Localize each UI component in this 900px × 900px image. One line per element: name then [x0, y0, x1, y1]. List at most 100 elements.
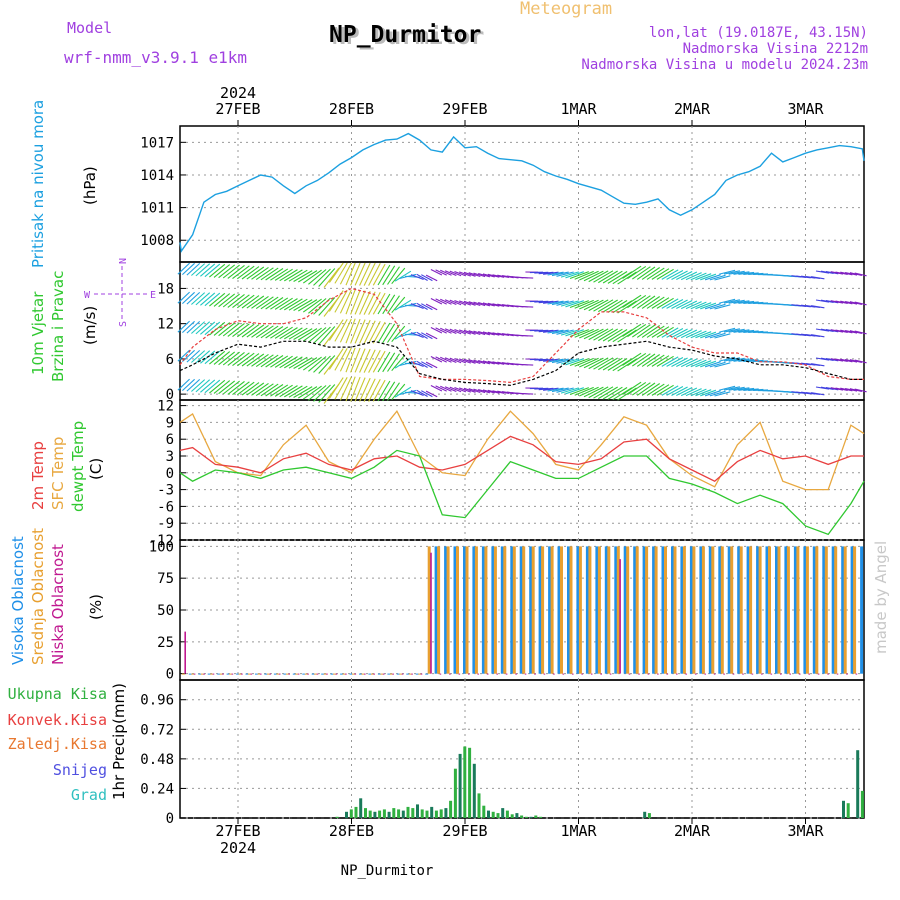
wind-arrow: [538, 358, 554, 362]
wind-arrow: [204, 350, 221, 365]
wind-arrow: [473, 359, 486, 365]
cloud-bar: [255, 673, 258, 675]
cloud-bar: [401, 673, 404, 675]
wind-arrow: [482, 331, 495, 336]
cloud-bar: [295, 673, 299, 675]
wind-arrow: [284, 298, 303, 311]
cloud-bar: [238, 673, 242, 675]
wind-arrow: [204, 379, 221, 394]
wind-arrow: [709, 274, 726, 281]
cloud-bar: [855, 673, 858, 675]
y-tick-label: 50: [157, 603, 174, 619]
wind-arrow: [709, 361, 726, 368]
cloud-bar: [538, 546, 542, 674]
wind-arrow: [651, 297, 670, 309]
wind-arrow: [279, 385, 298, 398]
wind-arrow: [583, 270, 604, 282]
wind-arrow: [534, 300, 549, 303]
wind-arrow: [454, 270, 467, 277]
cloud-bar: [292, 673, 296, 675]
wind-arrow: [622, 265, 642, 279]
wind-arrow: [492, 303, 505, 307]
wind-arrow: [704, 361, 721, 368]
legend-conv-precip: Konvek.Kisa: [8, 711, 107, 729]
cloud-bar: [406, 673, 410, 675]
cloud-bar: [635, 546, 639, 674]
precip-bar: [401, 810, 405, 818]
cloud-bar: [380, 673, 384, 675]
cloud-bar: [680, 546, 684, 674]
wind-arrow: [574, 299, 594, 309]
wind-arrow: [232, 265, 250, 280]
wind-arrow: [835, 329, 848, 334]
wind-arrow: [631, 382, 651, 396]
wind-arrow: [191, 321, 206, 334]
wind-arrow: [288, 356, 308, 369]
wind-arrow: [444, 328, 457, 335]
wind-arrow: [359, 319, 371, 344]
wind-arrow: [849, 301, 863, 306]
cloud-bar: [269, 673, 271, 675]
cloud-bar: [449, 673, 451, 675]
wind-arrow: [246, 295, 265, 309]
wind-arrow: [719, 327, 736, 333]
wind-arrow: [191, 263, 206, 276]
precip-bar: [860, 790, 864, 818]
cloud-bar: [387, 673, 391, 675]
cloud-bar: [359, 673, 362, 675]
y-tick-label: -9: [157, 516, 174, 532]
wind-arrow: [246, 382, 265, 396]
wind-arrow: [551, 358, 569, 364]
cloud-bar: [260, 673, 262, 675]
wind-arrow: [421, 361, 433, 369]
cloud-bar: [524, 673, 527, 675]
wind-arrow: [478, 330, 491, 336]
wind-ylabel-line2: Brzina i Pravac: [49, 271, 67, 382]
wind-arrow: [177, 320, 190, 333]
cloud-bar: [266, 673, 270, 675]
cloud-bar: [207, 673, 211, 675]
wind-arrow: [723, 270, 741, 275]
cloud-bar: [496, 673, 498, 675]
cloud-bar: [676, 673, 678, 675]
low-cloud-label: Niska Oblacnost: [49, 544, 67, 665]
wind-arrow: [394, 328, 412, 340]
wind-arrow: [695, 273, 712, 281]
precip-bar: [368, 810, 372, 818]
wind-arrow: [186, 320, 201, 334]
model-altitude: Nadmorska Visina u modelu 2024.23m: [581, 57, 868, 73]
wind-arrow: [598, 328, 618, 342]
wind-arrow: [255, 354, 274, 368]
wind-arrow: [704, 303, 721, 310]
wind-arrow: [213, 380, 231, 394]
wind-arrow: [733, 329, 750, 333]
wind-arrow: [382, 265, 396, 286]
wind-arrow: [728, 386, 745, 391]
wind-arrow: [482, 302, 495, 307]
wind-arrow: [204, 321, 221, 336]
wind-ylabel-line1: 10m Vjetar: [29, 291, 47, 375]
wind-arrow: [497, 274, 510, 279]
wind-arrow: [671, 328, 688, 338]
wind-arrow: [435, 269, 447, 276]
cloud-bar: [758, 546, 762, 674]
cloud-bar: [200, 673, 204, 675]
cloud-bar: [607, 546, 611, 674]
cloud-bar: [742, 673, 744, 675]
precip-bar: [643, 811, 647, 818]
y-tick-label: 0.96: [140, 693, 174, 709]
cloud-bar: [342, 673, 346, 675]
wind-arrow: [738, 329, 755, 333]
wind-arrow: [607, 387, 628, 400]
wind-arrow: [543, 271, 559, 275]
wind-arrow: [830, 358, 844, 362]
wind-arrow: [293, 328, 313, 340]
cloud-bar: [834, 546, 838, 674]
wind-arrow: [661, 298, 679, 309]
wind-arrow: [666, 386, 684, 396]
wind-arrow: [204, 292, 221, 307]
wind-arrow: [430, 269, 443, 276]
wind-arrow: [293, 386, 313, 398]
model-name: wrf-nmm_v3.9.1 e1km: [64, 48, 247, 67]
y-tick-label: 0.72: [140, 722, 174, 738]
